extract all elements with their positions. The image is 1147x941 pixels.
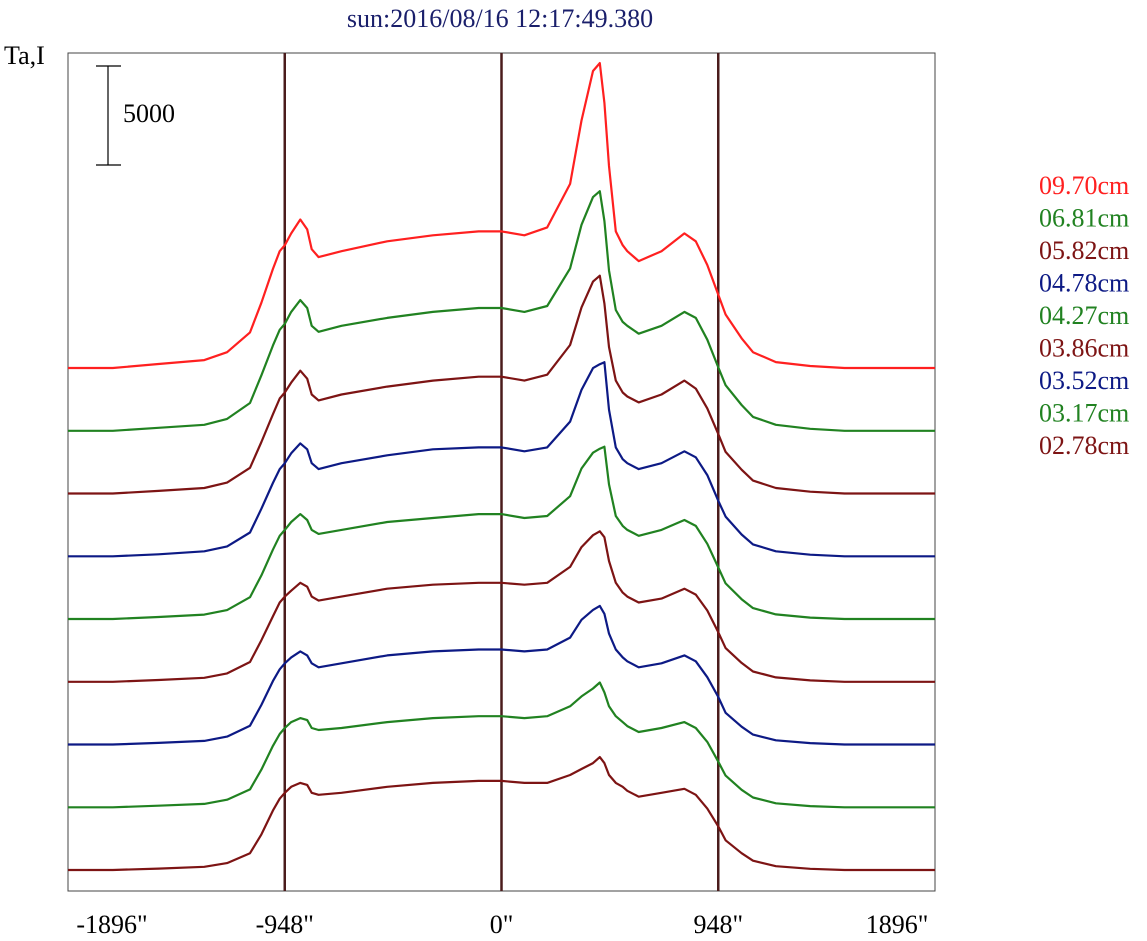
legend-entry-03.86cm: 03.86cm <box>1039 334 1129 363</box>
vertical-guide-lines <box>283 53 720 891</box>
x-tick-label-3: 948" <box>693 910 743 939</box>
series-lines <box>68 61 935 872</box>
series-line-05.82cm <box>68 274 935 495</box>
legend-entry-03.52cm: 03.52cm <box>1039 366 1129 395</box>
x-tick-label-0: -1896" <box>76 910 147 939</box>
x-tick-labels: -1896" -948" 0" 948" 1896" <box>76 910 928 939</box>
series-line-04.78cm <box>68 361 935 558</box>
y-axis-label: Ta,I <box>4 41 45 70</box>
legend-entry-09.70cm: 09.70cm <box>1039 171 1129 200</box>
legend-entry-04.27cm: 04.27cm <box>1039 301 1129 330</box>
scale-bar-label: 5000 <box>123 99 175 128</box>
x-tick-label-2: 0" <box>490 910 514 939</box>
series-line-03.17cm <box>68 681 935 809</box>
series-line-03.52cm <box>68 604 935 746</box>
series-line-02.78cm <box>68 755 935 872</box>
legend: 09.70cm 06.81cm 05.82cm 04.78cm 04.27cm 03.86… <box>1039 171 1129 460</box>
legend-entry-06.81cm: 06.81cm <box>1039 204 1129 233</box>
scale-bar: 5000 <box>96 65 175 166</box>
legend-entry-03.17cm: 03.17cm <box>1039 399 1129 428</box>
series-line-04.27cm <box>68 445 935 621</box>
legend-entry-04.78cm: 04.78cm <box>1039 269 1129 298</box>
series-line-06.81cm <box>68 190 935 432</box>
chart-title: sun:2016/08/16 12:17:49.380 <box>347 4 653 33</box>
series-line-03.86cm <box>68 530 935 683</box>
series-line-09.70cm <box>68 61 935 370</box>
x-tick-label-1: -948" <box>256 910 314 939</box>
legend-entry-05.82cm: 05.82cm <box>1039 236 1129 265</box>
x-tick-label-4: 1896" <box>866 910 929 939</box>
legend-entry-02.78cm: 02.78cm <box>1039 431 1129 460</box>
